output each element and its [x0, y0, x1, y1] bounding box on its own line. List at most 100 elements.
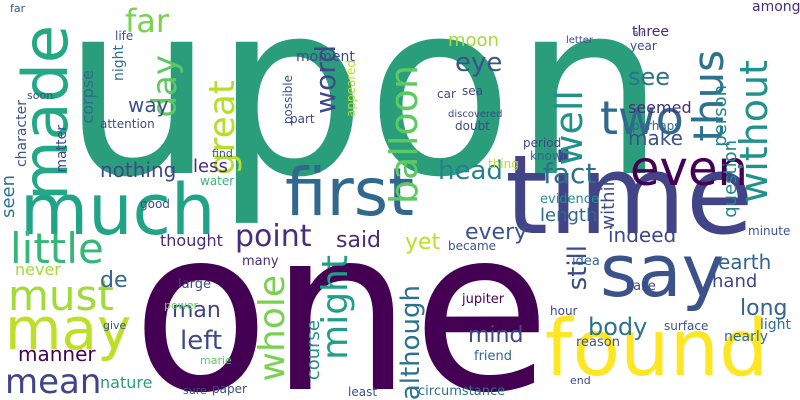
word-whose: among	[752, 0, 800, 15]
word-paper: paper	[212, 382, 247, 396]
word-letter: letter	[566, 35, 594, 46]
word-three: three	[632, 24, 670, 40]
word-must: must	[8, 271, 114, 320]
word-became: became	[448, 239, 497, 253]
word-even: even	[630, 141, 748, 197]
word-discovered: discovered	[448, 109, 503, 120]
word-moon: moon	[448, 30, 499, 51]
word-seemed: seemed	[628, 98, 692, 117]
word-power: power	[164, 299, 198, 312]
word-part: part	[290, 112, 315, 126]
word-soon: soon	[27, 89, 54, 102]
word-indeed: indeed	[608, 223, 677, 247]
word-de: de	[100, 268, 128, 293]
word-appeared: appeared	[344, 60, 358, 117]
word-first: first	[285, 154, 414, 231]
word-minute: minute	[748, 224, 791, 238]
word-seen: seen	[0, 175, 19, 218]
word-much: much	[20, 169, 216, 251]
word-corpse: corpse	[78, 70, 97, 124]
word-night: night	[111, 45, 127, 82]
word-fact: fact	[543, 157, 597, 190]
word-find: find	[212, 147, 233, 160]
word-circumstance: circumstance	[418, 384, 506, 399]
word-possible: possible	[281, 75, 295, 125]
word-manner: manner	[18, 342, 96, 366]
word-doubt: doubt	[455, 119, 490, 133]
word-year: year	[630, 39, 657, 53]
word-sea: sea	[462, 84, 483, 98]
word-never: never	[15, 260, 61, 279]
word-hand: hand	[712, 271, 758, 292]
word-thing: thing	[488, 157, 519, 171]
word-evidence: evidence	[540, 192, 599, 207]
word-whole: whole	[252, 275, 293, 382]
word-question: question	[720, 140, 741, 218]
word-yet: yet	[405, 230, 441, 255]
word-give: give	[103, 319, 127, 332]
word-see: see	[628, 63, 671, 91]
word-person: person	[710, 85, 731, 147]
word-large: large	[178, 277, 211, 292]
word-less: less	[193, 156, 228, 177]
word-water: water	[200, 174, 235, 188]
word-attention: far	[10, 2, 26, 15]
word-within: within	[598, 175, 619, 230]
word-perhaps: perhaps	[632, 119, 681, 133]
word-left: left	[180, 326, 223, 356]
word-balloon: balloon	[382, 65, 426, 205]
word-one: one	[132, 181, 551, 400]
word-point: point	[235, 219, 312, 254]
word-air: attention	[100, 117, 155, 131]
word-jupiter: jupiter	[462, 292, 505, 307]
word-marie: marie	[200, 354, 232, 367]
word-two: two	[600, 91, 684, 145]
word-upon: upon	[62, 0, 666, 230]
word-good: good	[140, 197, 170, 211]
word-case: case	[626, 279, 656, 294]
word-make: make	[628, 126, 683, 150]
word-man: man	[172, 298, 221, 323]
word-say: say	[600, 229, 725, 313]
word-surface: surface	[664, 319, 709, 333]
word-thought: thought	[160, 231, 223, 250]
word-matter: matter	[54, 125, 70, 173]
word-idea: idea	[572, 254, 600, 269]
word-hour: hour	[550, 304, 578, 318]
word-light: light	[760, 317, 792, 333]
word-head: head	[438, 156, 503, 186]
word-mind: mind	[468, 323, 524, 348]
word-body: body	[588, 313, 648, 341]
word-little: little	[10, 224, 104, 273]
word-many: many	[242, 254, 279, 269]
word-mean: mean	[5, 362, 102, 400]
word-earth: earth	[718, 250, 772, 274]
word-course: course	[303, 320, 324, 381]
word-end: end	[570, 374, 591, 387]
word-far: far	[125, 2, 170, 40]
word-way: way	[128, 93, 169, 117]
word-among: air	[633, 29, 645, 39]
word-every: every	[465, 220, 528, 245]
word-long: long	[740, 296, 788, 321]
word-nature: nature	[100, 373, 153, 392]
word-found: found	[545, 304, 769, 394]
word-period: period	[523, 136, 562, 150]
word-life: life	[115, 29, 134, 43]
word-said: said	[336, 228, 382, 253]
word-eye: eye	[455, 48, 503, 78]
word-character: character	[14, 100, 30, 168]
word-car: car	[437, 87, 456, 101]
word-least: least	[348, 385, 378, 399]
word-length: length	[540, 205, 598, 226]
word-friend: friend	[474, 349, 513, 364]
word-time: time	[505, 131, 754, 259]
word-moment: moment	[296, 49, 355, 65]
word-sure: sure	[183, 384, 207, 397]
word-reason: reason	[576, 335, 620, 350]
word-nearly: nearly	[724, 329, 768, 345]
word-nothing: nothing	[100, 158, 177, 182]
word-although: although	[396, 285, 426, 400]
word-may: may	[5, 295, 132, 363]
